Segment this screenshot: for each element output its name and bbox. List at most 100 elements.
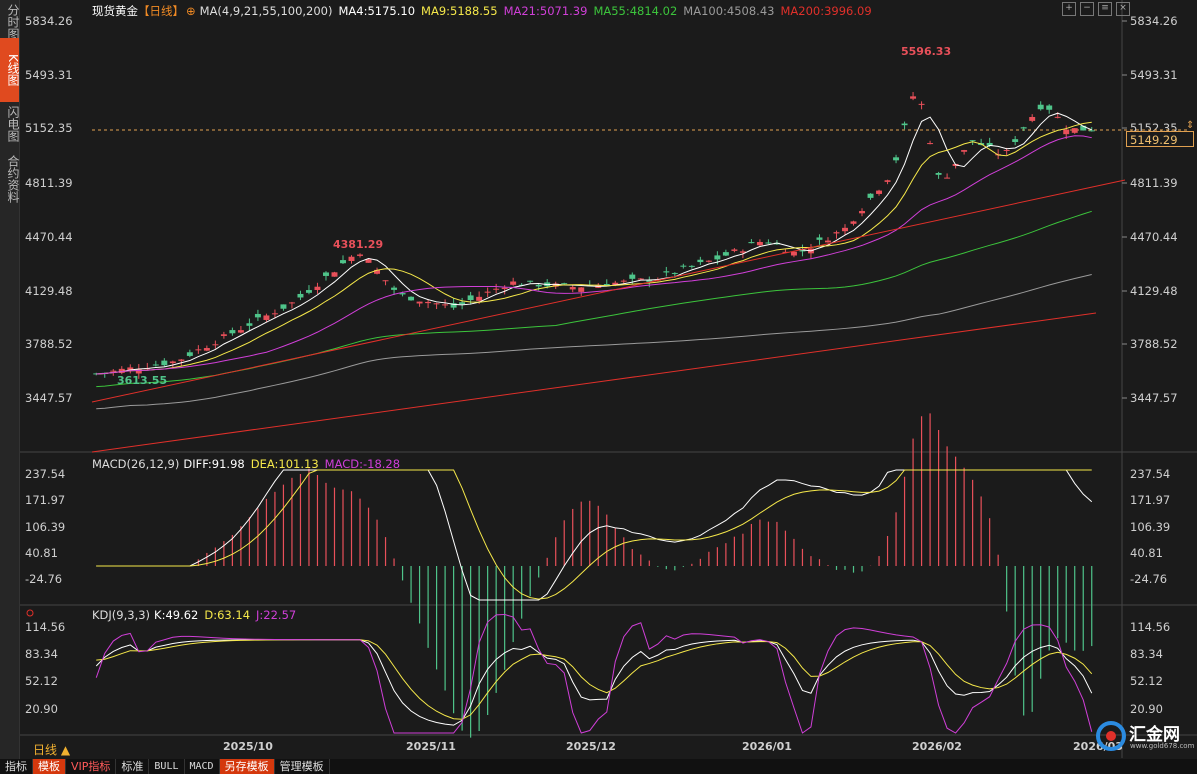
price-axis-label-right: 4811.39 <box>1130 176 1178 190</box>
bottom-tab-1[interactable]: 模板 <box>33 759 66 774</box>
trend-line <box>91 179 1126 403</box>
candle-body <box>442 304 449 306</box>
kdj-axis-label-right: 114.56 <box>1130 620 1170 634</box>
kdj-axis-label-right: 52.12 <box>1130 674 1163 688</box>
bottom-tab-0[interactable]: 指标 <box>0 759 33 774</box>
settings-icon[interactable]: ≡ <box>1098 2 1112 16</box>
candle-body <box>476 296 483 301</box>
ma21-line <box>96 135 1092 375</box>
macd-axis-label-right: 106.39 <box>1130 520 1170 534</box>
candle-body <box>876 190 883 194</box>
annotation-mid-high: 4381.29 <box>333 238 383 251</box>
macd-axis-label-right: 171.97 <box>1130 493 1170 507</box>
kdj-axis-label-right: 20.90 <box>1130 702 1163 716</box>
kdj-k-line <box>95 639 1093 726</box>
bottom-toolbar: 指标 模板 VIP指标 标准 BULL MACD 另存模板 管理模板 <box>0 759 1197 774</box>
candle-body <box>910 96 917 99</box>
candle-body <box>467 295 474 301</box>
macd-axis-label-right: 237.54 <box>1130 467 1170 481</box>
candle-body <box>773 242 780 245</box>
candle-body <box>782 251 789 253</box>
left-tab-2[interactable]: 闪电图 <box>6 106 20 142</box>
candle-body <box>323 272 329 276</box>
kdj-settings-icon[interactable] <box>26 609 34 617</box>
bottom-tab-6[interactable]: 另存模板 <box>219 759 275 774</box>
candle-body <box>152 364 159 366</box>
kdj-axis-label-right: 83.34 <box>1130 647 1163 661</box>
candle-body <box>433 303 440 305</box>
candle-body <box>1088 130 1095 132</box>
kdj-header: KDJ(9,3,3) K:49.62 D:63.14 J:22.57 <box>92 608 302 622</box>
left-tab-1[interactable]: K线图 <box>0 38 20 102</box>
candle-body <box>484 291 491 293</box>
left-tab-3[interactable]: 合约资料 <box>6 155 20 203</box>
candle-body <box>1071 128 1078 133</box>
price-axis-label-left: 5152.35 <box>25 121 73 135</box>
x-axis-label: 2025/10 <box>223 740 273 753</box>
candle-body <box>399 293 406 295</box>
bottom-tab-7[interactable]: 管理模板 <box>275 759 330 774</box>
logo: 汇金网 www.gold678.com <box>1093 720 1195 754</box>
candle-body <box>510 281 517 285</box>
kdj-j-line <box>95 613 1093 734</box>
zoom-out-icon[interactable]: − <box>1080 2 1094 16</box>
candle-body <box>671 272 678 274</box>
candle-body <box>254 313 261 318</box>
bottom-tab-5[interactable]: MACD <box>185 759 220 774</box>
candle-body <box>135 369 142 374</box>
price-axis-label-left: 3447.57 <box>25 391 73 405</box>
candle-body <box>246 323 253 326</box>
candle-body <box>697 259 704 263</box>
price-axis-label-right: 4129.48 <box>1130 284 1178 298</box>
price-axis-label-right: 3788.52 <box>1130 337 1178 351</box>
candle-body <box>578 287 585 292</box>
candle-body <box>535 284 542 287</box>
period-label[interactable]: 【日线】 <box>138 4 184 18</box>
bottom-tab-2[interactable]: VIP指标 <box>66 759 117 774</box>
macd-diff-line <box>96 469 1093 601</box>
candle-body <box>331 272 338 277</box>
zoom-in-icon[interactable]: + <box>1062 2 1076 16</box>
price-axis-label-right: 5493.31 <box>1130 68 1178 82</box>
logo-url: www.gold678.com <box>1130 742 1195 750</box>
x-axis-label: 2026/01 <box>742 740 792 753</box>
candle-body <box>739 251 746 253</box>
candle-body <box>612 282 619 285</box>
kdj-d-line <box>96 639 1093 720</box>
candle-body <box>646 279 653 282</box>
close-icon[interactable]: × <box>1116 2 1130 16</box>
candle-body <box>756 241 763 246</box>
candle-body <box>816 237 823 240</box>
candle-body <box>314 286 321 290</box>
candle-body <box>1046 105 1053 110</box>
macd-dea-line <box>96 469 1092 600</box>
candle-body <box>842 227 848 232</box>
add-icon[interactable]: ⊕ <box>186 4 196 18</box>
candle-body <box>935 172 942 175</box>
candle-body <box>118 368 125 373</box>
period-indicator[interactable]: 日线 ▲ <box>33 743 71 757</box>
candle-body <box>348 256 355 261</box>
ma9-line <box>96 121 1092 375</box>
ma55-line <box>96 210 1092 388</box>
candle-body <box>527 280 534 282</box>
candle-body <box>901 123 908 126</box>
main-header: 现货黄金【日线】 ⊕ MA(4,9,21,55,100,200) MA4:5175.1… <box>92 3 878 19</box>
ma55-value: MA55:4814.02 <box>593 4 678 18</box>
candle-body <box>271 313 278 315</box>
kdj-k: K:49.62 <box>154 608 199 622</box>
macd-dea: DEA:101.13 <box>250 457 319 471</box>
instrument-name: 现货黄金 <box>92 4 138 18</box>
candle-body <box>663 271 670 273</box>
bottom-tab-3[interactable]: 标准 <box>116 759 150 774</box>
candle-body <box>1003 149 1010 151</box>
left-tab-0[interactable]: 分时图 <box>6 4 20 40</box>
candle-body <box>408 296 415 301</box>
logo-icon <box>1096 721 1126 751</box>
candle-body <box>561 283 568 285</box>
price-axis-label-right: 3447.57 <box>1130 391 1178 405</box>
candle-body <box>493 288 500 290</box>
bottom-tab-4[interactable]: BULL <box>149 759 185 774</box>
macd-axis-label-left: -24.76 <box>25 572 62 586</box>
